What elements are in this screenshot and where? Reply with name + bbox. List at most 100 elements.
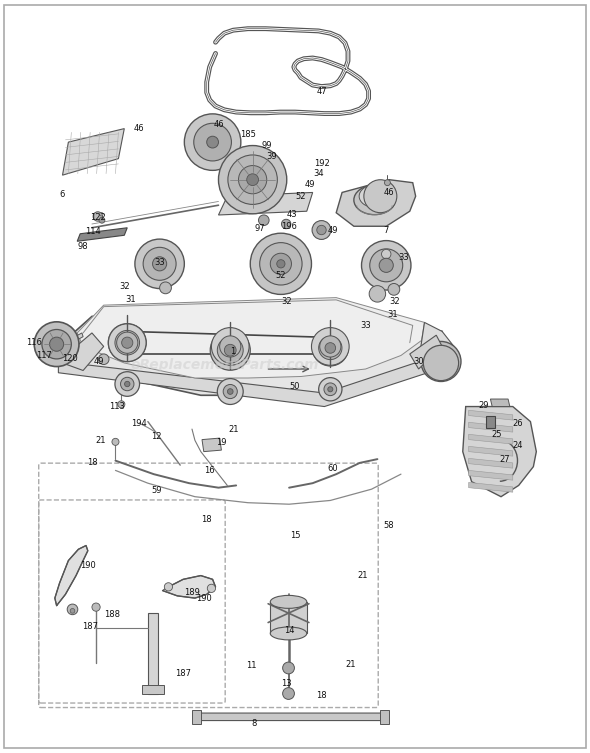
Circle shape [210, 331, 250, 370]
Text: 58: 58 [384, 521, 395, 530]
Text: 33: 33 [154, 258, 165, 267]
Text: 11: 11 [245, 661, 256, 670]
Polygon shape [486, 416, 495, 428]
Circle shape [124, 381, 130, 387]
Circle shape [165, 583, 172, 591]
Polygon shape [58, 333, 83, 349]
Polygon shape [336, 180, 416, 226]
Polygon shape [195, 713, 386, 721]
Circle shape [206, 136, 218, 148]
Ellipse shape [270, 596, 307, 608]
Circle shape [217, 337, 243, 363]
Circle shape [260, 242, 302, 285]
Polygon shape [468, 447, 513, 456]
Circle shape [319, 377, 342, 401]
Ellipse shape [359, 185, 390, 207]
Circle shape [122, 337, 133, 349]
Text: 187: 187 [82, 622, 98, 631]
Text: 190: 190 [196, 593, 212, 602]
Polygon shape [58, 333, 104, 370]
Circle shape [218, 145, 287, 214]
Circle shape [428, 349, 454, 374]
Circle shape [109, 324, 146, 361]
Text: 21: 21 [228, 425, 238, 434]
Text: 52: 52 [296, 192, 306, 201]
Circle shape [277, 260, 285, 268]
Circle shape [223, 385, 237, 398]
Text: 192: 192 [314, 159, 329, 168]
Text: 52: 52 [276, 270, 286, 279]
Text: 14: 14 [284, 626, 294, 635]
Circle shape [99, 354, 109, 364]
Text: 27: 27 [499, 455, 510, 464]
Circle shape [217, 379, 243, 404]
Text: 120: 120 [63, 354, 78, 363]
Circle shape [283, 687, 294, 700]
Text: 18: 18 [316, 691, 327, 700]
Text: 97: 97 [254, 224, 265, 233]
Text: 19: 19 [216, 438, 227, 447]
Text: 31: 31 [387, 309, 398, 319]
Polygon shape [468, 483, 513, 492]
Text: 43: 43 [287, 211, 297, 219]
Polygon shape [463, 407, 536, 497]
Text: 98: 98 [78, 242, 88, 251]
Circle shape [211, 328, 249, 365]
Polygon shape [58, 309, 442, 395]
Circle shape [283, 662, 294, 674]
Circle shape [194, 123, 231, 161]
Circle shape [238, 166, 267, 194]
Text: 196: 196 [281, 221, 297, 230]
Circle shape [219, 336, 241, 357]
Text: 34: 34 [313, 169, 324, 178]
Text: 194: 194 [131, 419, 147, 428]
Text: 1: 1 [231, 347, 236, 356]
Text: 185: 185 [240, 130, 256, 139]
Circle shape [228, 155, 277, 204]
Text: 189: 189 [184, 587, 200, 596]
Text: 46: 46 [134, 124, 145, 133]
Text: 21: 21 [358, 571, 368, 580]
Circle shape [325, 343, 336, 353]
Text: 46: 46 [384, 188, 395, 197]
Circle shape [100, 212, 103, 216]
Text: 16: 16 [204, 466, 215, 475]
Circle shape [70, 608, 75, 613]
Polygon shape [218, 193, 313, 215]
Circle shape [153, 257, 167, 271]
Polygon shape [381, 710, 389, 724]
Text: 18: 18 [87, 459, 97, 468]
Text: 116: 116 [27, 338, 42, 347]
Circle shape [34, 322, 79, 367]
Circle shape [115, 372, 140, 396]
Ellipse shape [354, 185, 395, 215]
Text: 60: 60 [327, 465, 338, 474]
Circle shape [93, 212, 103, 221]
Polygon shape [468, 459, 513, 468]
Circle shape [370, 248, 403, 282]
Ellipse shape [270, 627, 307, 640]
Circle shape [42, 330, 71, 359]
Circle shape [92, 603, 100, 611]
Circle shape [108, 324, 146, 361]
Text: 31: 31 [125, 294, 136, 303]
Polygon shape [58, 354, 442, 407]
Polygon shape [148, 613, 159, 694]
Polygon shape [163, 575, 215, 598]
Circle shape [250, 233, 312, 294]
Circle shape [312, 328, 349, 365]
Circle shape [423, 346, 458, 380]
Circle shape [324, 383, 337, 395]
Circle shape [385, 180, 391, 186]
Circle shape [115, 331, 140, 355]
Polygon shape [419, 322, 454, 373]
Text: 187: 187 [175, 669, 191, 678]
Text: 113: 113 [109, 402, 124, 411]
Text: 12: 12 [152, 432, 162, 441]
Circle shape [227, 389, 233, 395]
Polygon shape [270, 602, 307, 633]
Text: 32: 32 [119, 282, 130, 291]
Polygon shape [55, 545, 88, 605]
Text: 21: 21 [96, 436, 106, 445]
Text: 7: 7 [384, 225, 389, 234]
